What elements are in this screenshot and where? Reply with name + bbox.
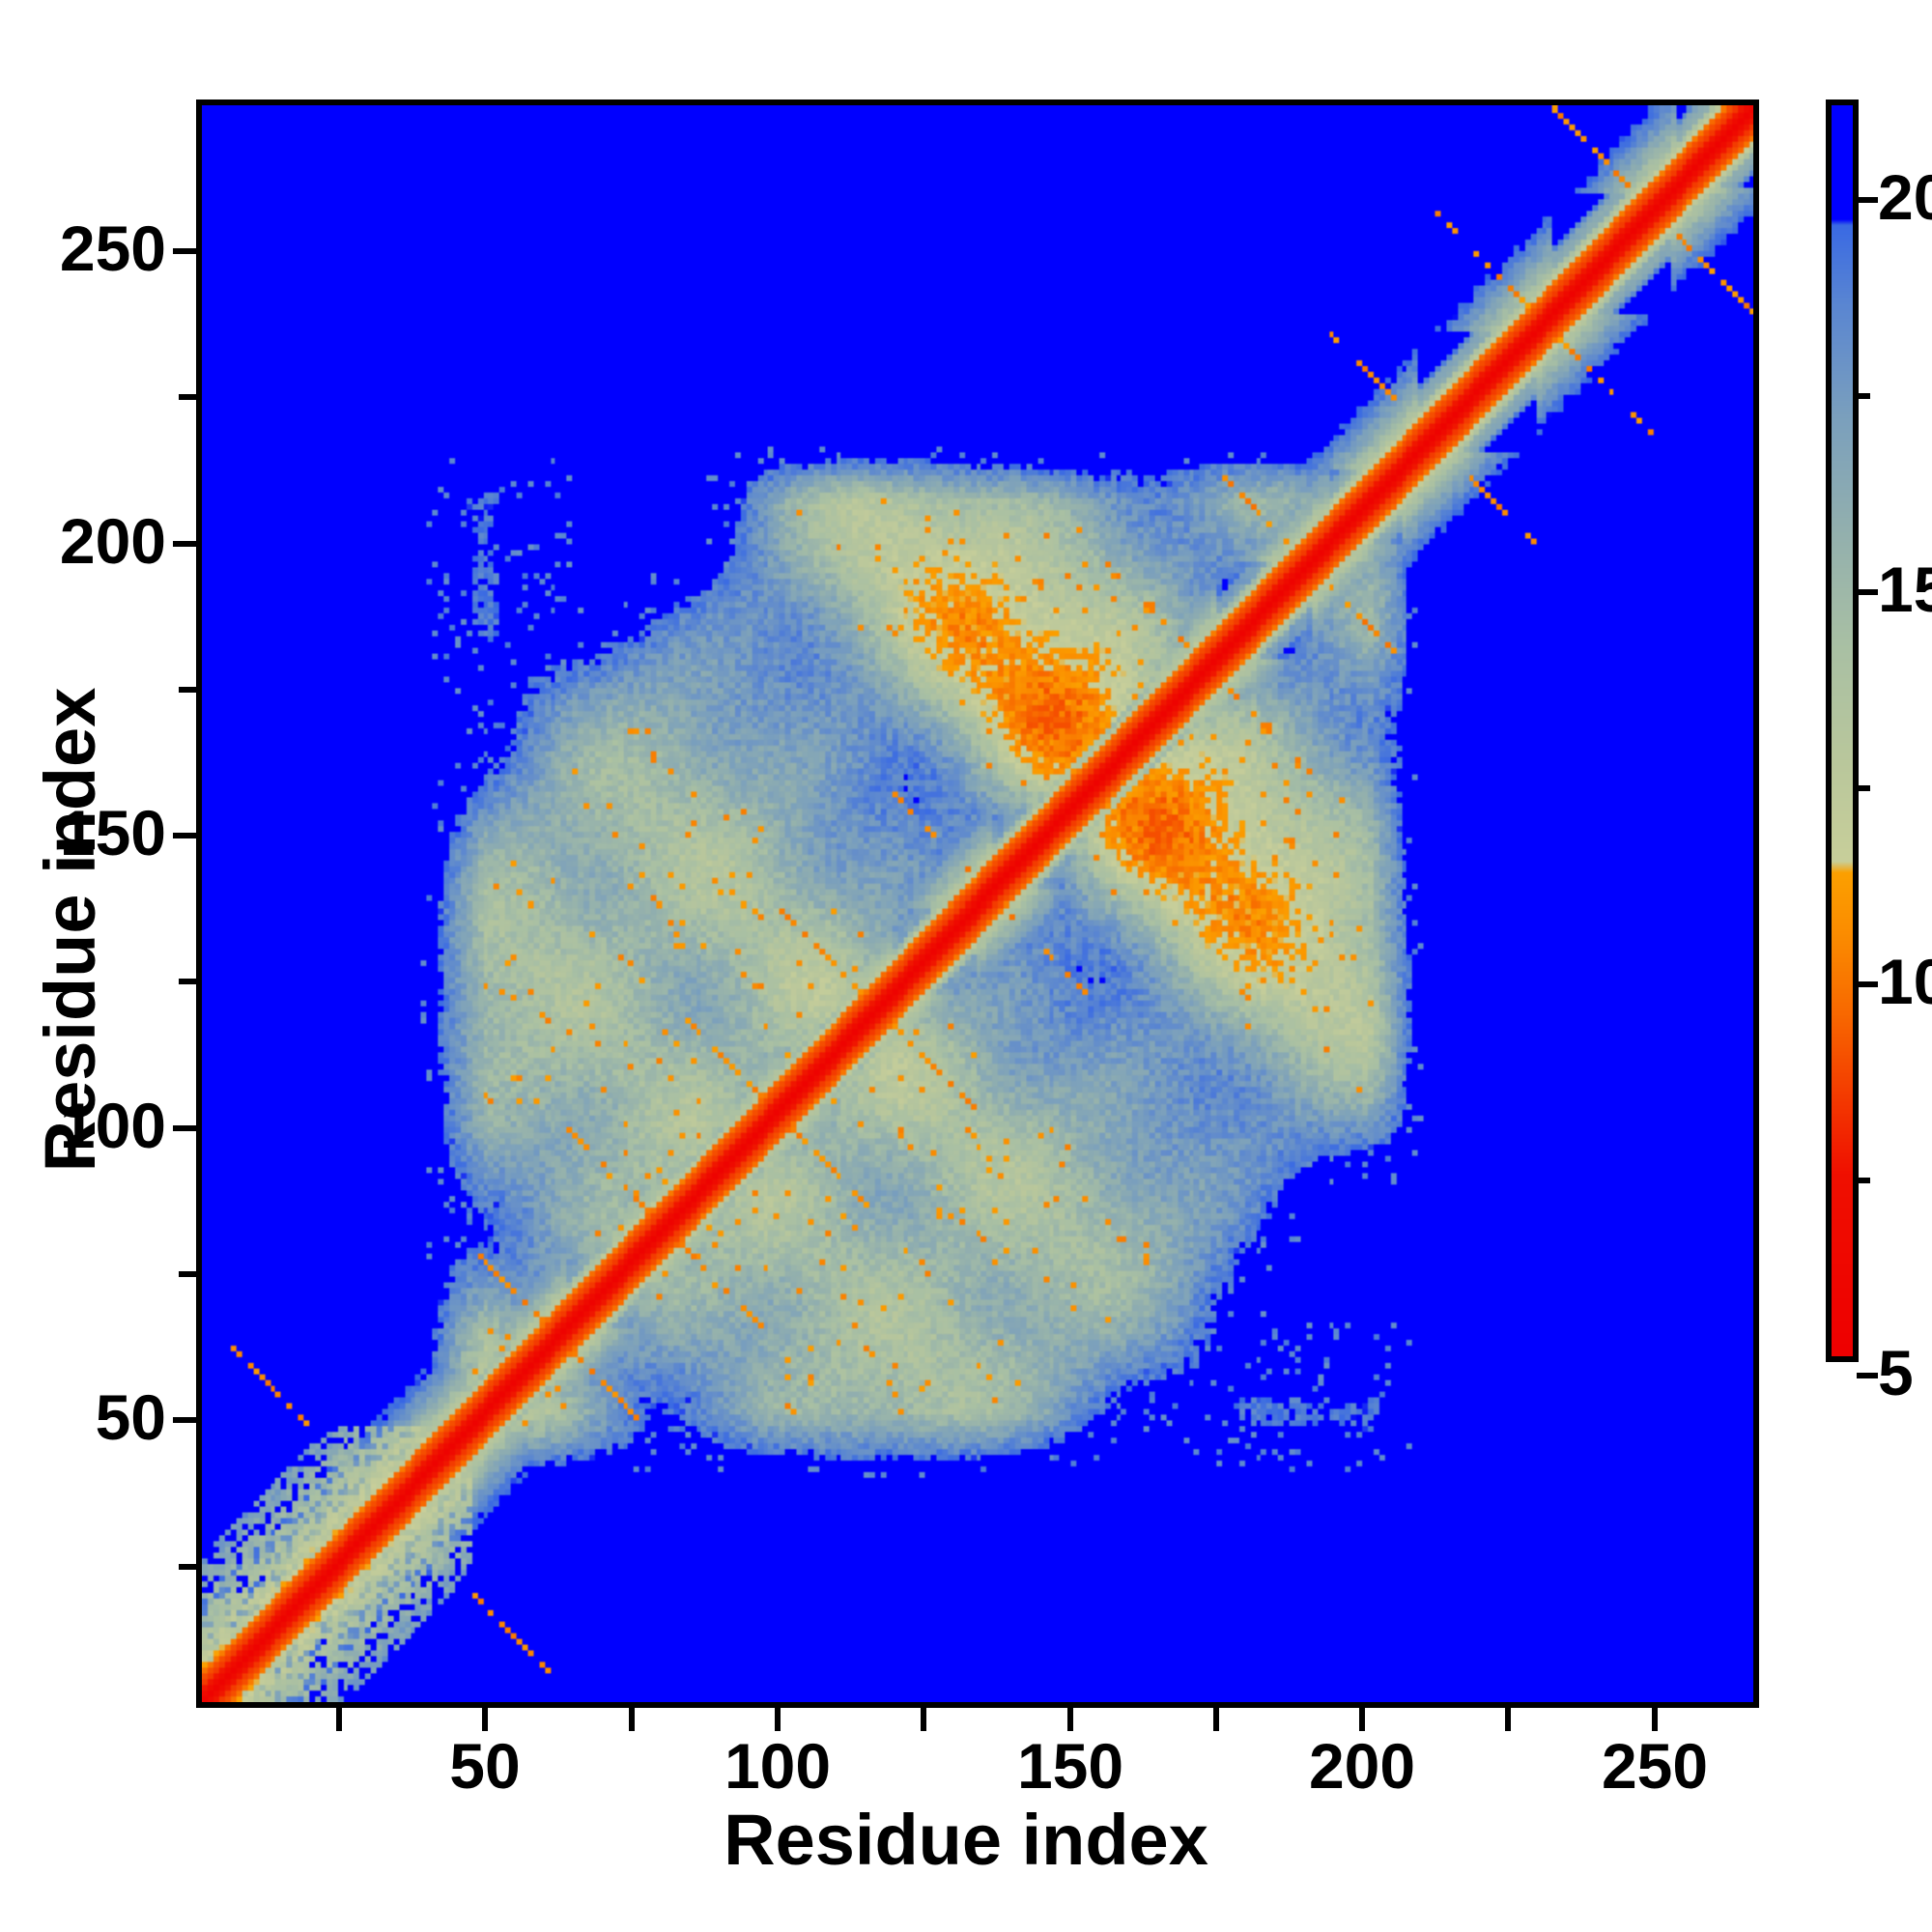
colorbar-label-20: 20 xyxy=(1878,161,1932,233)
y-axis-label-wrapper: Residue index xyxy=(29,126,111,1734)
heatmap-plot-area xyxy=(196,99,1759,1708)
colorbar-tick-minor-17_5 xyxy=(1857,393,1870,399)
xtick-label-250: 250 xyxy=(1601,1730,1709,1802)
ytick-100 xyxy=(173,1125,202,1131)
colorbar-label-5: 5 xyxy=(1878,1337,1914,1408)
ytick-minor-75 xyxy=(179,1271,202,1277)
xtick-250 xyxy=(1652,1702,1658,1731)
xtick-label-200: 200 xyxy=(1308,1730,1416,1802)
distance-map-canvas xyxy=(202,105,1753,1702)
colorbar-tick-10 xyxy=(1857,981,1878,987)
ytick-label-200: 200 xyxy=(59,505,166,577)
xtick-minor-125 xyxy=(921,1708,926,1731)
colorbar-label-15: 15 xyxy=(1878,554,1932,625)
ytick-label-100: 100 xyxy=(59,1090,166,1161)
ytick-150 xyxy=(173,833,202,838)
ytick-label-50: 50 xyxy=(95,1381,166,1453)
xtick-label-150: 150 xyxy=(1016,1730,1124,1802)
xtick-minor-175 xyxy=(1213,1708,1219,1731)
xtick-100 xyxy=(775,1702,781,1731)
xtick-label-100: 100 xyxy=(724,1730,832,1802)
xtick-50 xyxy=(482,1702,488,1731)
colorbar xyxy=(1826,99,1859,1362)
ytick-250 xyxy=(173,248,202,254)
colorbar-tick-5 xyxy=(1857,1373,1878,1378)
xtick-minor-75 xyxy=(629,1708,635,1731)
ytick-minor-175 xyxy=(179,687,202,693)
colorbar-tick-20 xyxy=(1857,197,1878,203)
xtick-label-50: 50 xyxy=(449,1730,521,1802)
colorbar-tick-minor-12_5 xyxy=(1857,785,1870,791)
xtick-150 xyxy=(1067,1702,1073,1731)
xtick-200 xyxy=(1359,1702,1365,1731)
colorbar-tick-15 xyxy=(1857,589,1878,595)
ytick-50 xyxy=(173,1417,202,1423)
xtick-minor-25 xyxy=(336,1708,342,1731)
colorbar-gradient xyxy=(1832,105,1853,1356)
ytick-200 xyxy=(173,541,202,547)
ytick-minor-225 xyxy=(179,394,202,400)
ytick-minor-25 xyxy=(179,1564,202,1570)
ytick-minor-125 xyxy=(179,979,202,984)
xtick-minor-225 xyxy=(1505,1708,1511,1731)
ytick-label-250: 250 xyxy=(59,213,166,284)
x-axis-label: Residue index xyxy=(724,1800,1208,1880)
colorbar-tick-minor-7_5 xyxy=(1857,1178,1870,1183)
ytick-label-150: 150 xyxy=(59,797,166,868)
y-axis-label: Residue index xyxy=(30,687,110,1173)
colorbar-label-10: 10 xyxy=(1878,946,1932,1017)
